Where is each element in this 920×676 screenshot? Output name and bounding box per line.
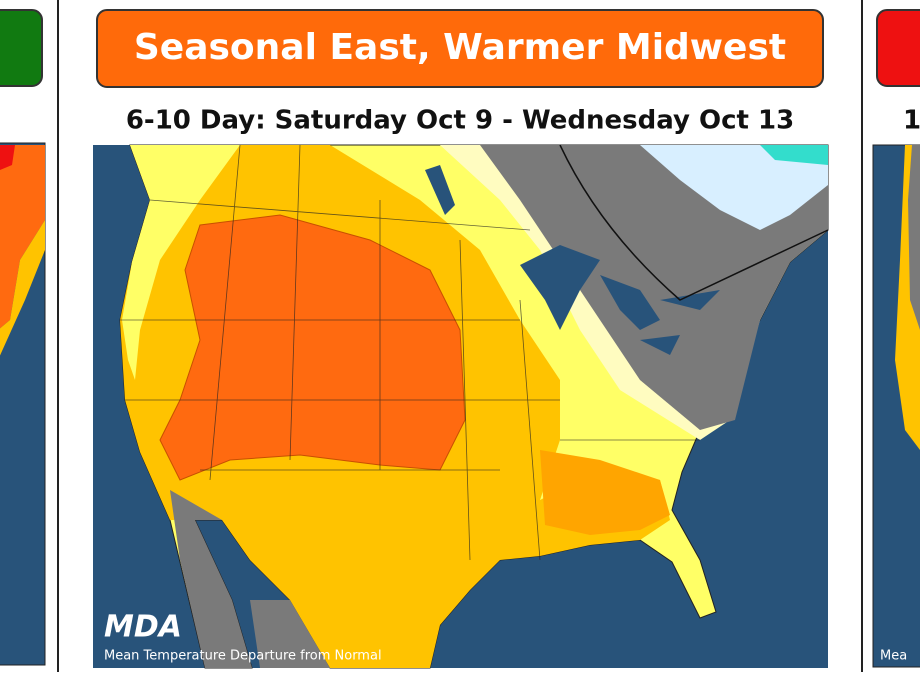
cool-region xyxy=(760,145,828,165)
right-subtitle: 1 xyxy=(903,106,920,136)
map: MDA Mean Temperature Departure from Norm… xyxy=(93,144,829,669)
right-caption: Mea xyxy=(880,649,907,664)
left-banner xyxy=(0,9,43,87)
right-banner xyxy=(876,9,920,87)
right-map-region xyxy=(908,145,920,330)
state-lines xyxy=(120,144,700,561)
near-normal-region xyxy=(122,145,240,380)
left-map-region xyxy=(0,145,45,329)
title: Seasonal East, Warmer Midwest xyxy=(134,27,786,68)
cool-region xyxy=(640,145,828,230)
caption: Mean Temperature Departure from Normal xyxy=(104,649,382,664)
mexico-region xyxy=(170,490,330,668)
lake xyxy=(425,165,720,355)
subtitle: 6-10 Day: Saturday Oct 9 - Wednesday Oct… xyxy=(126,106,794,136)
much-above-normal-region xyxy=(159,214,466,481)
logo: MDA xyxy=(104,610,182,645)
title-banner xyxy=(96,9,824,88)
left-map-region xyxy=(0,220,45,356)
above-normal-region xyxy=(540,450,670,535)
border xyxy=(559,144,829,301)
left-map-region xyxy=(0,145,15,170)
